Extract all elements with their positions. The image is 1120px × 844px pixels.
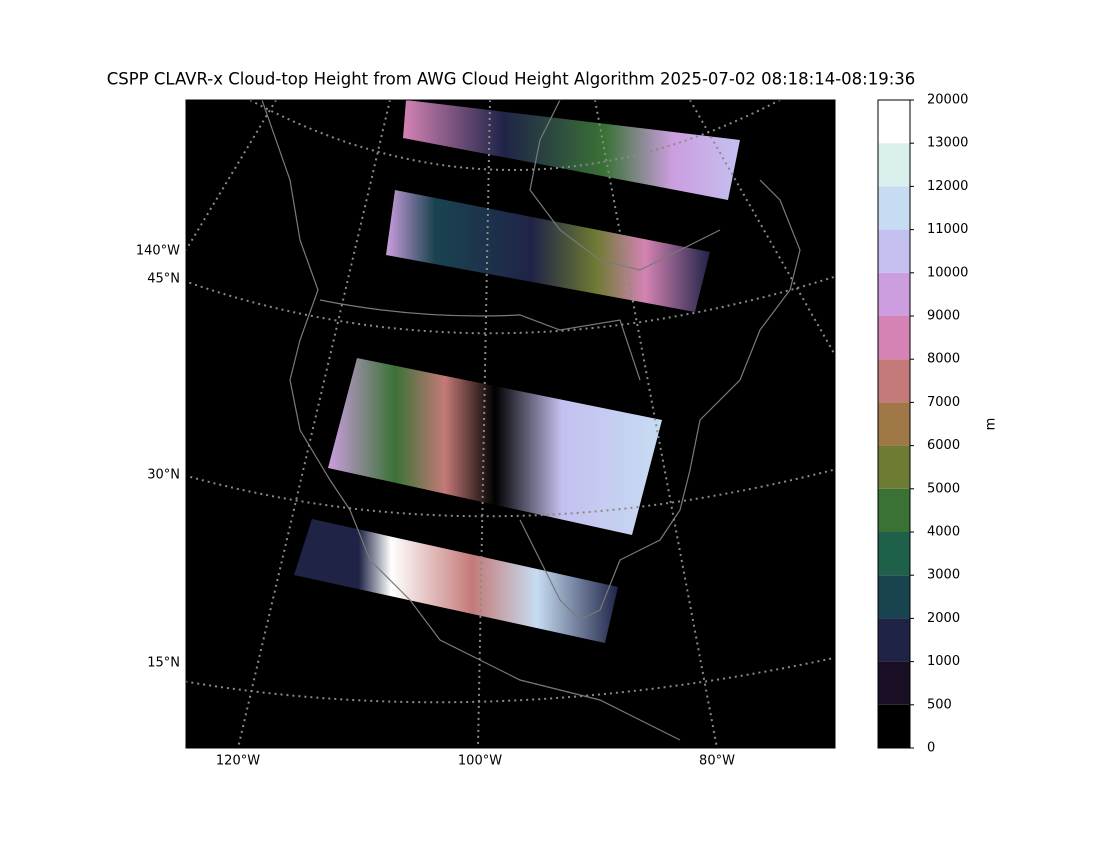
colorbar-bin <box>878 532 910 576</box>
colorbar-bin <box>878 143 910 187</box>
colorbar-bin <box>878 359 910 403</box>
colorbar-bin <box>878 316 910 360</box>
lon-label: 120°W <box>216 754 260 769</box>
colorbar-tick-label: 3000 <box>927 568 960 583</box>
colorbar-tick-label: 10000 <box>927 265 968 280</box>
swath <box>294 519 618 643</box>
lon-label: 100°W <box>458 754 502 769</box>
colorbar-tick-label: 12000 <box>927 179 968 194</box>
lat-label: 15°N <box>147 656 180 671</box>
colorbar-bin <box>878 402 910 446</box>
lat-label: 45°N <box>147 272 180 287</box>
swath <box>403 100 740 200</box>
lon-label: 140°W <box>136 244 180 259</box>
colorbar-frame <box>877 99 911 749</box>
colorbar-label: m <box>984 418 999 431</box>
colorbar-tick-label: 9000 <box>927 309 960 324</box>
coastline <box>261 100 801 741</box>
colorbar-bin <box>878 229 910 273</box>
colorbar-tick-label: 500 <box>927 697 952 712</box>
graticule <box>186 656 835 704</box>
colorbar-tick-label: 6000 <box>927 438 960 453</box>
colorbar-tick-label: 2000 <box>927 611 960 626</box>
swath <box>386 190 710 312</box>
colorbar-tick-label: 13000 <box>927 136 968 151</box>
colorbar-tick-label: 11000 <box>927 222 968 237</box>
lon-label: 80°W <box>699 754 735 769</box>
colorbar-tick-label: 4000 <box>927 525 960 540</box>
colorbar-bin <box>878 618 910 662</box>
colorbar-bin <box>878 575 910 619</box>
colorbar-tick-label: 8000 <box>927 352 960 367</box>
colorbar-tick-label: 1000 <box>927 654 960 669</box>
colorbar-tick-label: 5000 <box>927 481 960 496</box>
colorbar-bin <box>878 445 910 489</box>
colorbar-bin <box>878 488 910 532</box>
lat-label: 30°N <box>147 468 180 483</box>
colorbar-bin <box>878 704 910 748</box>
graticule <box>594 100 718 748</box>
title: CSPP CLAVR-x Cloud-top Height from AWG C… <box>107 70 916 89</box>
graticule <box>477 100 491 748</box>
colorbar-bin <box>878 272 910 316</box>
graticule <box>186 100 277 251</box>
map <box>186 100 835 748</box>
colorbar-bin <box>878 661 910 705</box>
colorbar-tick-label: 20000 <box>927 93 968 108</box>
colorbar-tick-label: 0 <box>927 741 935 756</box>
colorbar-bin <box>878 100 910 144</box>
colorbar-bin <box>878 186 910 230</box>
swath <box>328 358 662 535</box>
map-frame <box>185 99 836 749</box>
colorbar-tick-label: 7000 <box>927 395 960 410</box>
graticule <box>689 100 835 356</box>
